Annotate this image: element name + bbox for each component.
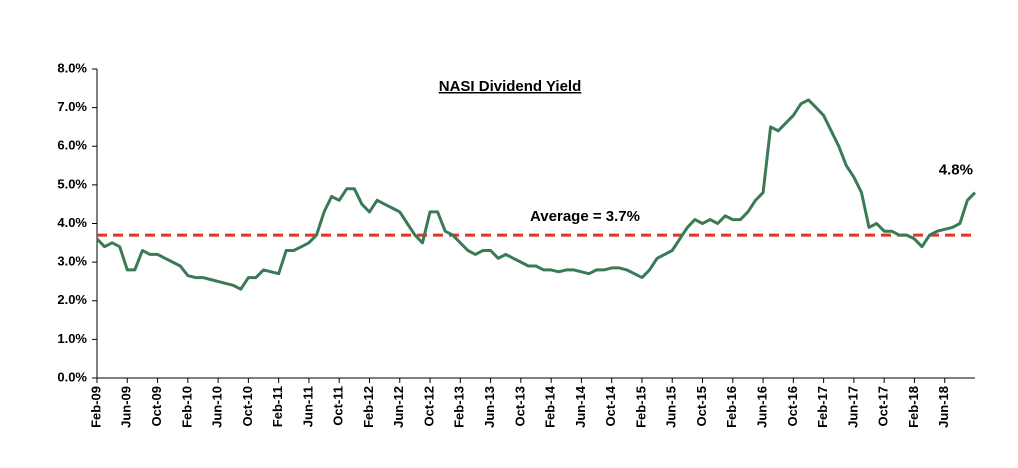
y-tick-label: 8.0%: [57, 60, 87, 75]
chart-title: NASI Dividend Yield: [439, 78, 582, 95]
x-tick-label: Feb-18: [906, 386, 921, 428]
x-tick-label: Feb-13: [452, 386, 467, 428]
x-tick-label: Jun-09: [119, 386, 134, 428]
x-tick-label: Oct-12: [421, 386, 436, 426]
x-tick-label: Feb-09: [88, 386, 103, 428]
x-tick-label: Oct-14: [603, 385, 618, 426]
x-tick-label: Feb-17: [815, 386, 830, 428]
x-tick-label: Feb-10: [179, 386, 194, 428]
x-tick-label: Jun-11: [300, 386, 315, 427]
x-tick-label: Jun-17: [845, 386, 860, 428]
x-tick-label: Jun-12: [391, 386, 406, 428]
x-tick-label: Feb-16: [724, 386, 739, 428]
y-tick-label: 4.0%: [57, 215, 87, 230]
x-tick-label: Oct-10: [240, 386, 255, 426]
x-tick-label: Jun-15: [664, 386, 679, 428]
x-tick-label: Oct-11: [331, 386, 346, 426]
y-tick-label: 6.0%: [57, 138, 87, 153]
x-tick-label: Oct-16: [785, 386, 800, 426]
y-tick-label: 5.0%: [57, 176, 87, 191]
annotation: Average = 3.7%: [530, 208, 640, 225]
y-tick-label: 2.0%: [57, 292, 87, 307]
x-tick-label: Jun-16: [755, 386, 770, 428]
x-tick-label: Oct-15: [694, 386, 709, 426]
x-tick-label: Feb-15: [633, 386, 648, 428]
y-tick-label: 3.0%: [57, 254, 87, 269]
x-tick-label: Jun-10: [210, 386, 225, 428]
x-tick-label: Jun-13: [482, 386, 497, 428]
y-tick-label: 1.0%: [57, 331, 87, 346]
x-tick-label: Feb-12: [361, 386, 376, 428]
x-tick-label: Oct-13: [512, 386, 527, 426]
x-tick-label: Feb-11: [270, 386, 285, 427]
x-tick-label: Feb-14: [543, 385, 558, 428]
x-tick-label: Oct-09: [149, 386, 164, 426]
data-label: 4.8%: [939, 162, 973, 179]
x-tick-label: Jun-14: [573, 385, 588, 428]
x-tick-label: Jun-18: [936, 386, 951, 428]
data-line: [95, 98, 977, 291]
y-tick-label: 7.0%: [57, 99, 87, 114]
x-tick-label: Oct-17: [876, 386, 891, 426]
y-tick-label: 0.0%: [57, 369, 87, 384]
